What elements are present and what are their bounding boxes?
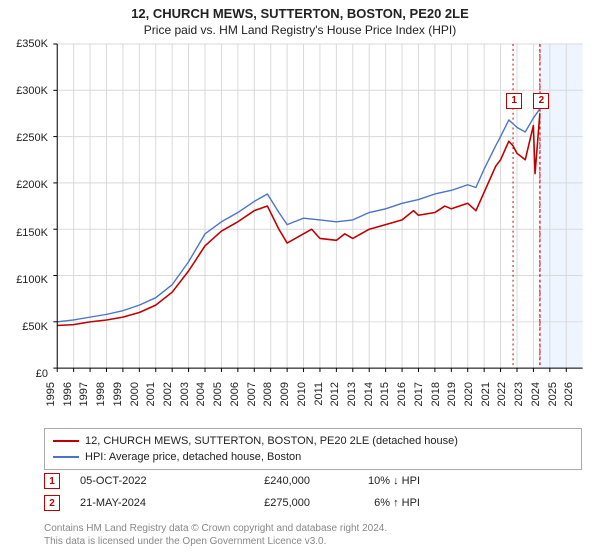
x-tick-label: 2023	[513, 382, 525, 406]
chart-subtitle: Price paid vs. HM Land Registry's House …	[0, 23, 600, 37]
legend-swatch	[53, 456, 79, 458]
x-tick-label: 2013	[346, 382, 358, 406]
x-tick-label: 2015	[379, 382, 391, 406]
legend-label: 12, CHURCH MEWS, SUTTERTON, BOSTON, PE20…	[85, 433, 458, 449]
plot-area: 12	[50, 44, 585, 374]
x-tick-label: 2004	[195, 382, 207, 406]
x-tick-label: 2022	[496, 382, 508, 406]
x-tick-label: 2012	[329, 382, 341, 406]
y-tick-label: £350K	[0, 38, 48, 50]
event-price: £275,000	[220, 497, 310, 509]
y-axis-ticks: £0£50K£100K£150K£200K£250K£300K£350K	[0, 44, 48, 374]
event-date: 21-MAY-2024	[80, 497, 200, 509]
legend-item: 12, CHURCH MEWS, SUTTERTON, BOSTON, PE20…	[53, 433, 573, 449]
footer-line1: Contains HM Land Registry data © Crown c…	[44, 522, 564, 535]
legend-label: HPI: Average price, detached house, Bost…	[85, 449, 301, 465]
x-tick-label: 2006	[229, 382, 241, 406]
x-tick-label: 2005	[212, 382, 224, 406]
x-tick-label: 2011	[313, 382, 325, 406]
chart-svg	[50, 44, 585, 374]
event-marker-1: 1	[506, 93, 522, 109]
x-tick-label: 2020	[463, 382, 475, 406]
x-tick-label: 2019	[446, 382, 458, 406]
event-date: 05-OCT-2022	[80, 475, 200, 487]
chart-title: 12, CHURCH MEWS, SUTTERTON, BOSTON, PE20…	[0, 6, 600, 21]
x-tick-label: 2016	[396, 382, 408, 406]
legend-item: HPI: Average price, detached house, Bost…	[53, 449, 573, 465]
y-tick-label: £100K	[0, 274, 48, 286]
x-tick-label: 2021	[480, 382, 492, 406]
event-price: £240,000	[220, 475, 310, 487]
legend: 12, CHURCH MEWS, SUTTERTON, BOSTON, PE20…	[44, 428, 582, 470]
event-diff: 6% ↑ HPI	[330, 497, 420, 509]
events-table: 1 05-OCT-2022 £240,000 10% ↓ HPI 2 21-MAY-202…	[44, 470, 564, 514]
y-tick-label: £250K	[0, 132, 48, 144]
x-tick-label: 2010	[296, 382, 308, 406]
event-row: 2 21-MAY-2024 £275,000 6% ↑ HPI	[44, 492, 564, 514]
y-tick-label: £150K	[0, 227, 48, 239]
x-tick-label: 1995	[45, 382, 57, 406]
event-marker: 2	[44, 495, 60, 511]
x-tick-label: 2025	[547, 382, 559, 406]
x-tick-label: 1998	[95, 382, 107, 406]
event-row: 1 05-OCT-2022 £240,000 10% ↓ HPI	[44, 470, 564, 492]
x-tick-label: 1997	[78, 382, 90, 406]
x-tick-label: 2017	[413, 382, 425, 406]
x-tick-label: 2014	[363, 382, 375, 406]
x-tick-label: 2024	[530, 382, 542, 406]
chart-card: { "title": "12, CHURCH MEWS, SUTTERTON, …	[0, 0, 600, 560]
footer-line2: This data is licensed under the Open Gov…	[44, 535, 564, 548]
x-tick-label: 2000	[129, 382, 141, 406]
x-tick-label: 1999	[112, 382, 124, 406]
x-tick-label: 2018	[430, 382, 442, 406]
event-diff: 10% ↓ HPI	[330, 475, 420, 487]
x-axis-ticks: 1995199619971998199920002001200220032004…	[50, 374, 585, 434]
x-tick-label: 2026	[563, 382, 575, 406]
x-tick-label: 2002	[162, 382, 174, 406]
x-tick-label: 2009	[279, 382, 291, 406]
x-tick-label: 2003	[179, 382, 191, 406]
y-tick-label: £50K	[0, 321, 48, 333]
legend-swatch	[53, 440, 79, 442]
y-tick-label: £300K	[0, 85, 48, 97]
y-tick-label: £0	[0, 368, 48, 380]
x-tick-label: 1996	[62, 382, 74, 406]
footer-attribution: Contains HM Land Registry data © Crown c…	[44, 522, 564, 548]
y-tick-label: £200K	[0, 179, 48, 191]
x-tick-label: 2008	[262, 382, 274, 406]
x-tick-label: 2007	[246, 382, 258, 406]
event-marker-2: 2	[533, 93, 549, 109]
event-marker: 1	[44, 473, 60, 489]
x-tick-label: 2001	[145, 382, 157, 406]
